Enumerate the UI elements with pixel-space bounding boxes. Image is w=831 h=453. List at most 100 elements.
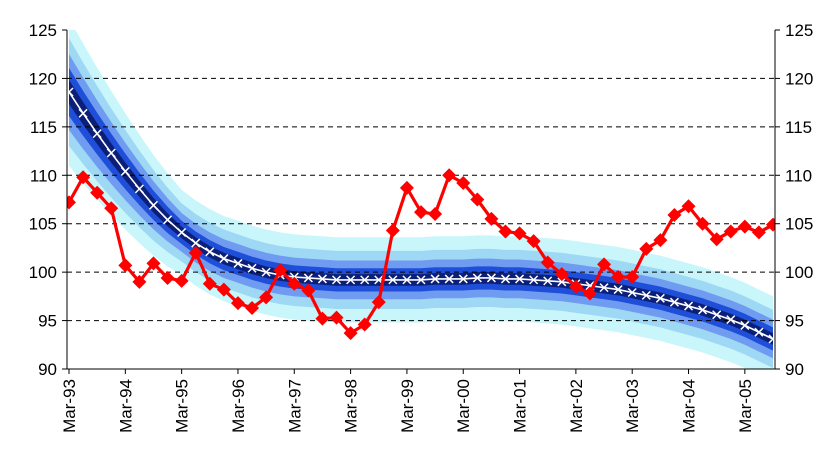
actual-point — [287, 276, 302, 291]
trend-marker-stroke — [388, 275, 398, 285]
actual-point — [76, 170, 91, 185]
trend-marker — [346, 275, 356, 285]
x-tick-label: Mar-03 — [623, 379, 642, 433]
trend-marker-stroke — [402, 275, 412, 285]
trend-marker-stroke — [360, 275, 370, 285]
trend-marker — [92, 129, 102, 139]
trend-marker-stroke — [613, 285, 623, 295]
y-tick-label-right: 110 — [785, 166, 812, 185]
actual-point — [301, 283, 316, 298]
x-tick-label: Mar-93 — [60, 379, 79, 433]
trend-marker — [543, 276, 553, 286]
actual-point — [188, 245, 203, 260]
actual-point — [273, 263, 288, 278]
trend-marker-stroke — [317, 274, 327, 284]
x-tick-label: Mar-94 — [116, 379, 135, 433]
trend-marker — [726, 315, 736, 325]
trend-marker — [683, 301, 694, 311]
trend-marker-stroke — [120, 166, 130, 176]
trend-marker — [388, 275, 398, 285]
y-tick-label-left: 90 — [38, 360, 57, 379]
trend-marker-stroke — [698, 305, 708, 315]
trend-marker — [148, 200, 159, 210]
actual-point — [751, 225, 766, 240]
trend-marker — [754, 327, 764, 337]
fan-bands — [69, 30, 773, 369]
y-tick-label-left: 100 — [29, 263, 57, 282]
actual-point — [357, 317, 372, 332]
trend-marker-stroke — [233, 258, 243, 268]
actual-point — [456, 176, 471, 191]
trend-marker — [402, 275, 412, 285]
actual-point — [568, 279, 583, 294]
trend-marker-stroke — [585, 281, 595, 291]
actual-point — [723, 224, 738, 239]
actual-point — [611, 269, 626, 284]
x-axis-labels: Mar-93 Mar-94 Mar-95 Mar-96 Mar-97 Mar-98 Mar-… — [60, 379, 755, 433]
trend-marker-stroke — [163, 215, 173, 225]
x-tick-label: Mar-97 — [285, 379, 304, 433]
gridlines — [67, 77, 775, 322]
x-tick-label: Mar-05 — [736, 379, 755, 433]
actual-point — [442, 168, 457, 183]
trend-marker — [768, 334, 775, 344]
trend-marker — [191, 238, 201, 248]
actual-point — [681, 199, 696, 214]
y-tick-label-left: 110 — [30, 166, 57, 185]
actual-point — [216, 282, 231, 297]
y-tick-label-right: 90 — [785, 360, 804, 379]
trend-marker-stroke — [472, 273, 482, 283]
trend-marker-stroke — [78, 108, 88, 118]
trend-marker-stroke — [500, 274, 511, 284]
trend-marker-stroke — [683, 301, 694, 311]
x-tick-label: Mar-95 — [173, 379, 192, 433]
trend-marker — [557, 277, 567, 287]
trend-marker — [627, 287, 637, 298]
trend-marker — [641, 290, 651, 300]
actual-point — [245, 300, 260, 315]
trend-marker-stroke — [205, 247, 215, 257]
trend-marker — [458, 274, 468, 284]
actual-point — [315, 311, 330, 326]
trend-marker — [599, 283, 609, 293]
trend-marker-stroke — [712, 310, 722, 320]
actual-point — [160, 270, 175, 285]
trend-marker-stroke — [92, 129, 102, 139]
actual-point — [540, 255, 555, 270]
trend-marker-stroke — [247, 263, 257, 273]
trend-marker — [331, 275, 342, 285]
actual-point — [385, 223, 400, 238]
trend-marker — [360, 275, 370, 285]
trend-marker-stroke — [346, 275, 356, 285]
actual-point — [526, 234, 541, 249]
trend-marker — [529, 275, 539, 285]
trend-marker-stroke — [740, 320, 750, 330]
y-axis-right-labels: 90 95 100 105 110 115 120 125 — [785, 21, 813, 379]
trend-marker — [613, 285, 623, 295]
trend-marker — [219, 254, 229, 264]
trend-marker-stroke — [543, 276, 553, 286]
trend-marker — [655, 293, 665, 303]
axes — [62, 29, 780, 374]
actual-point — [146, 256, 161, 271]
trend-marker-stroke — [486, 273, 496, 283]
actual-point — [343, 326, 358, 341]
trend-marker — [486, 273, 496, 283]
actual-point — [653, 233, 668, 248]
y-tick-label-left: 125 — [29, 21, 57, 40]
actual-point — [230, 296, 245, 311]
trend-marker-stroke — [444, 274, 454, 284]
actual-point — [484, 211, 499, 226]
trend-marker-stroke — [641, 290, 651, 300]
trend-marker-stroke — [416, 275, 426, 285]
trend-marker — [416, 275, 426, 285]
trend-marker — [106, 148, 116, 158]
x-tick-label: Mar-99 — [398, 379, 417, 433]
trend-marker — [67, 87, 74, 97]
actual-point — [371, 295, 386, 310]
x-tick-label: Mar-00 — [454, 379, 473, 433]
trend-marker-stroke — [599, 283, 609, 293]
actual-point — [695, 216, 710, 231]
trend-marker-stroke — [219, 254, 229, 264]
trend-marker-stroke — [627, 287, 637, 298]
